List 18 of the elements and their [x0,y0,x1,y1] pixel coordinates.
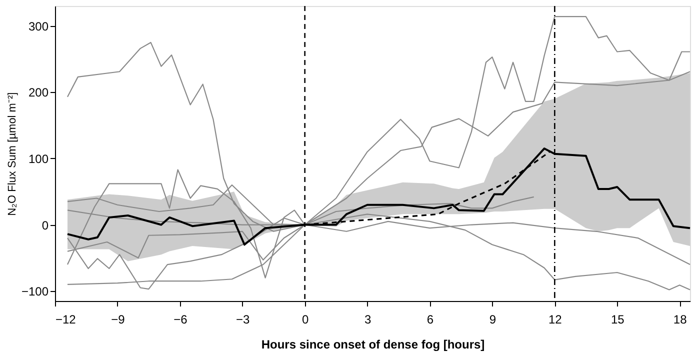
x-tick-label: 0 [302,312,309,326]
y-tick-label: −100 [21,284,49,299]
y-axis-title: N₂O Flux Sum [µmol m⁻²] [6,92,18,216]
x-tick-label: −12 [56,312,76,326]
x-tick-label: −6 [174,312,188,326]
x-tick-label: 18 [673,312,688,326]
y-tick-label: 300 [28,19,49,34]
x-tick-label: 15 [610,312,625,326]
x-axis-title: Hours since onset of dense fog [hours] [261,338,485,352]
x-tick-label: 6 [426,312,434,326]
x-tick-label: 9 [489,312,496,326]
x-tick-label: −9 [111,312,126,326]
x-tick-label: 3 [364,312,372,326]
y-tick-label: 100 [28,152,49,166]
x-tick-label: −3 [236,312,250,326]
x-tick-label: 12 [548,312,562,326]
y-tick-label: 200 [28,86,49,100]
y-tick-label: 0 [42,218,49,232]
